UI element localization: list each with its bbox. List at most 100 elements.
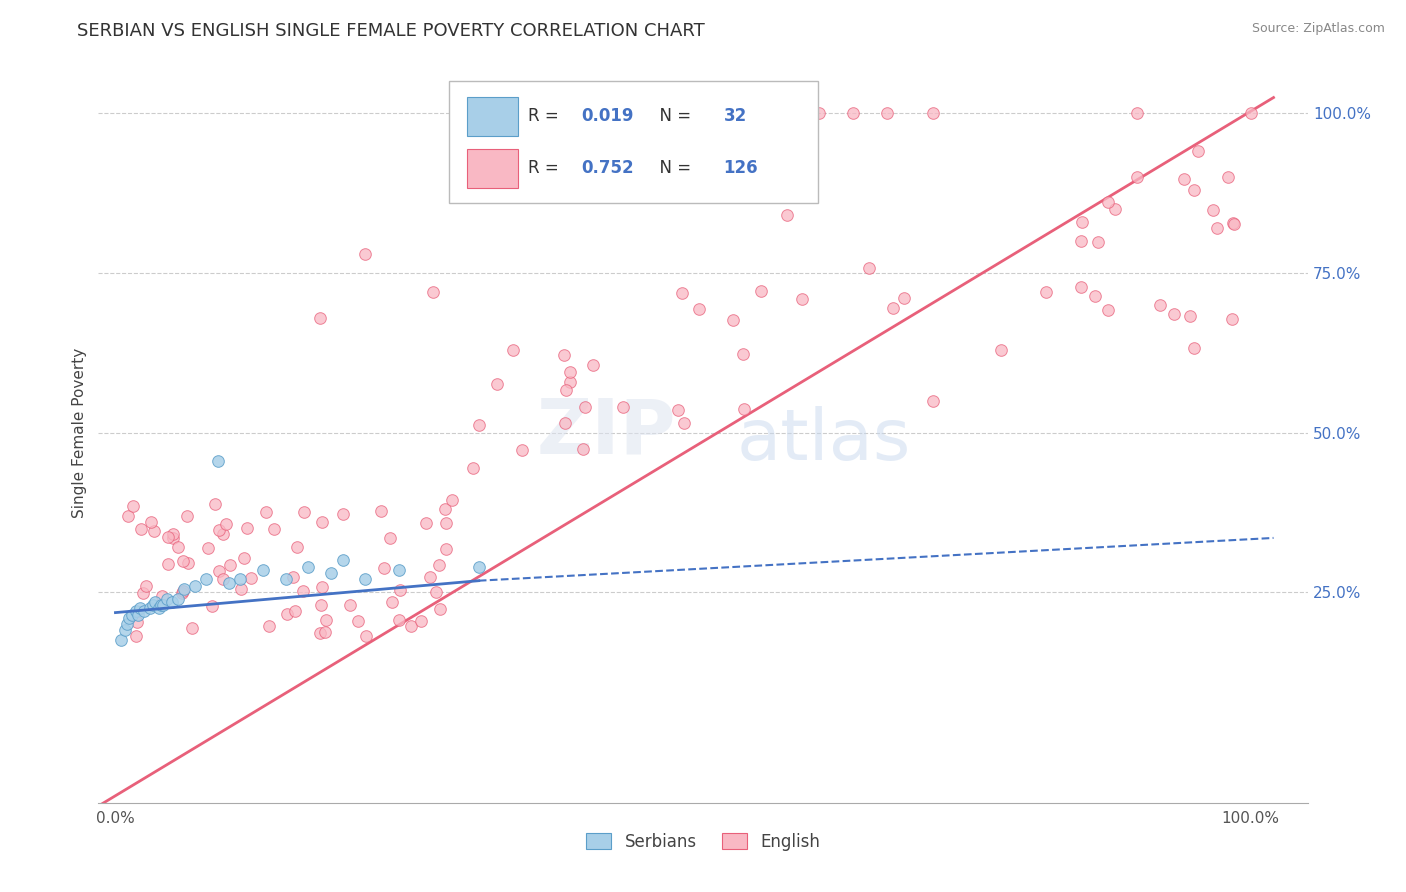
Point [135,579,157,593]
Point [688,302,710,317]
Point [149,598,172,612]
Point [419,570,441,584]
Point [370,504,392,518]
Point [434,542,457,557]
Point [733,347,755,361]
Point [858,261,880,276]
Point [308,626,330,640]
Point [314,625,336,640]
Point [749,285,772,299]
Point [181,621,204,635]
Point [673,416,696,430]
Point [170,586,193,600]
Point [339,598,361,612]
Point [252,563,274,577]
Point [876,106,898,120]
Point [129,601,152,615]
Text: 126: 126 [724,160,758,178]
Point [388,563,411,577]
Point [332,508,354,522]
Point [121,500,143,514]
Point [554,416,576,430]
Point [152,598,174,612]
Point [240,571,263,585]
Point [356,629,378,643]
Point [219,558,242,573]
Point [1097,302,1119,317]
Point [1222,216,1244,230]
Point [354,247,377,261]
Point [373,560,395,574]
Point [427,558,450,573]
Point [425,585,447,599]
Point [555,383,578,397]
Text: Source: ZipAtlas.com: Source: ZipAtlas.com [1251,22,1385,36]
Point [121,607,143,622]
Point [650,106,672,120]
Point [254,505,277,519]
Point [486,376,509,391]
Point [440,493,463,508]
Point [218,575,240,590]
Point [354,573,377,587]
Point [157,557,180,571]
Point [409,615,432,629]
Point [790,292,813,306]
Point [1069,234,1091,248]
Point [155,591,177,606]
Point [399,619,422,633]
Y-axis label: Single Female Poverty: Single Female Poverty [72,348,87,517]
Point [132,604,155,618]
Point [232,551,254,566]
Point [173,582,195,596]
Point [212,527,235,541]
Point [347,614,370,628]
Text: N =: N = [648,160,696,178]
Point [1182,183,1205,197]
Point [207,454,229,468]
Point [1071,215,1094,229]
Point [422,285,444,300]
Point [560,365,582,379]
Point [308,310,330,325]
Point [388,613,411,627]
Point [1084,289,1107,303]
Point [1205,221,1227,235]
Point [666,403,689,417]
Point [127,607,149,622]
Point [125,629,148,643]
Point [285,541,308,555]
Point [1097,195,1119,210]
Point [1240,106,1263,120]
Point [167,541,190,555]
Point [1178,309,1201,323]
Point [1070,279,1092,293]
Point [176,508,198,523]
Point [257,619,280,633]
Point [612,400,634,414]
Point [721,313,744,327]
Point [502,343,524,357]
Point [842,106,865,120]
Point [388,583,411,598]
Point [553,348,575,362]
Point [214,516,236,531]
Point [434,516,457,531]
Point [156,530,179,544]
Point [212,572,235,586]
Point [177,557,200,571]
Point [114,624,136,638]
Point [125,615,148,629]
Point [1126,170,1149,185]
Point [582,359,605,373]
Point [204,498,226,512]
Point [184,579,207,593]
FancyBboxPatch shape [467,97,517,136]
Point [276,607,298,622]
Point [733,402,755,417]
Point [1173,172,1195,186]
Point [125,604,148,618]
Text: N =: N = [648,108,696,126]
Point [1222,217,1244,231]
Point [297,559,319,574]
